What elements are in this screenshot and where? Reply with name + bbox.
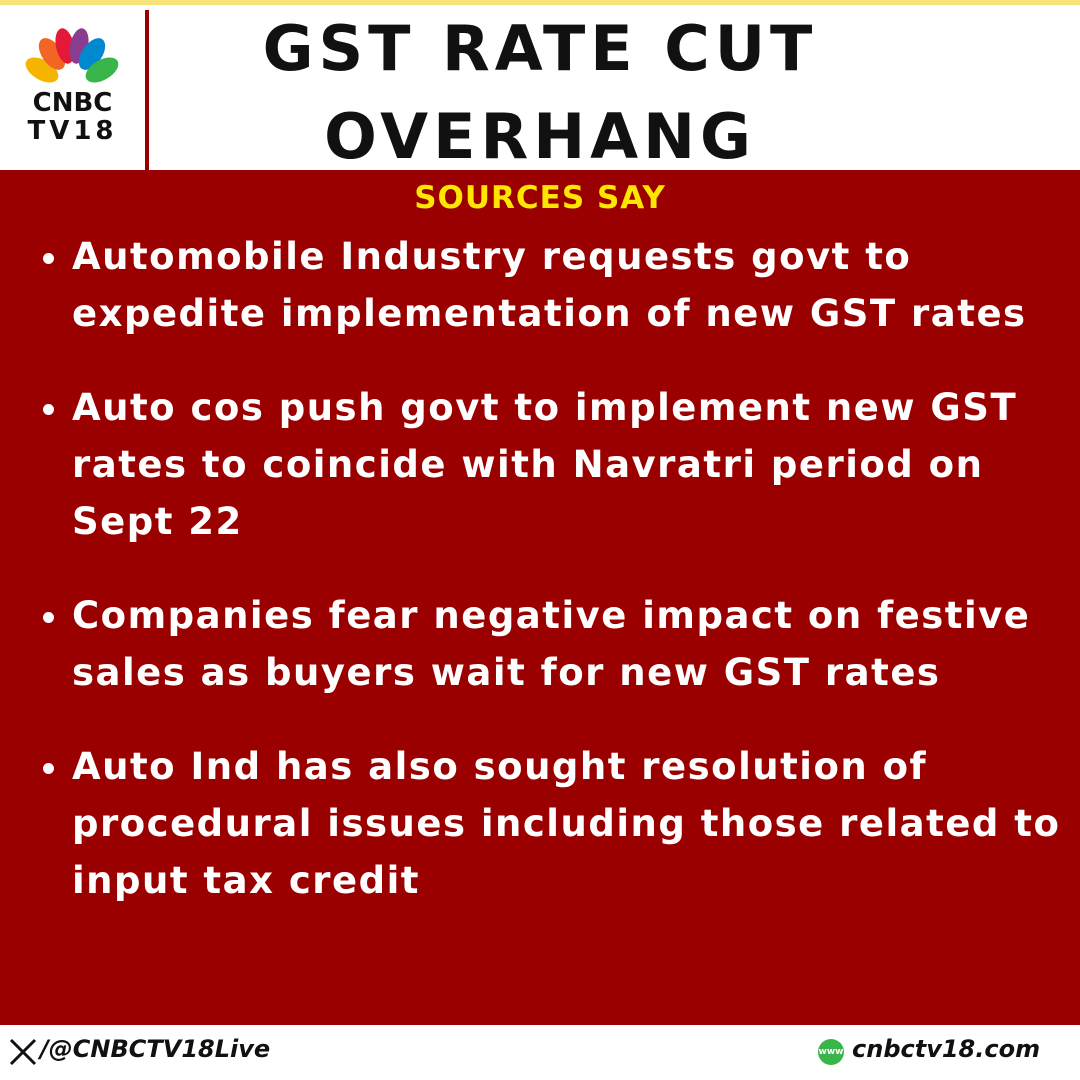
x-icon xyxy=(9,1038,37,1066)
social-handle: /@CNBCTV18Live xyxy=(40,1035,271,1063)
logo-text: TV18 xyxy=(27,116,118,146)
content: SOURCES SAY Automobile Industry requests… xyxy=(0,170,1080,1025)
www-icon: www xyxy=(818,1039,844,1065)
logo: CNBC TV18 xyxy=(0,10,145,175)
peacock-icon xyxy=(25,28,119,83)
header: CNBC TV18 GST RATE CUT OVERHANG xyxy=(0,0,1080,175)
subtitle: SOURCES SAY xyxy=(414,180,666,216)
logo-text: CNBC xyxy=(32,88,113,118)
footer: /@CNBCTV18Live www cnbctv18.com xyxy=(0,1025,1080,1080)
bullet: Auto Ind has also sought resolution of p… xyxy=(72,738,1080,909)
bullet: Automobile Industry requests govt to exp… xyxy=(72,228,1080,342)
divider xyxy=(145,10,149,175)
bullet: Auto cos push govt to implement new GST … xyxy=(72,379,1080,550)
title: GST RATE CUT OVERHANG xyxy=(150,15,930,171)
title-line: OVERHANG xyxy=(324,100,756,173)
title-line: GST RATE CUT xyxy=(262,12,818,85)
bullet-list: Automobile Industry requests govt to exp… xyxy=(30,228,1080,946)
website: cnbctv18.com xyxy=(852,1035,1041,1063)
bullet: Companies fear negative impact on festiv… xyxy=(72,587,1080,701)
